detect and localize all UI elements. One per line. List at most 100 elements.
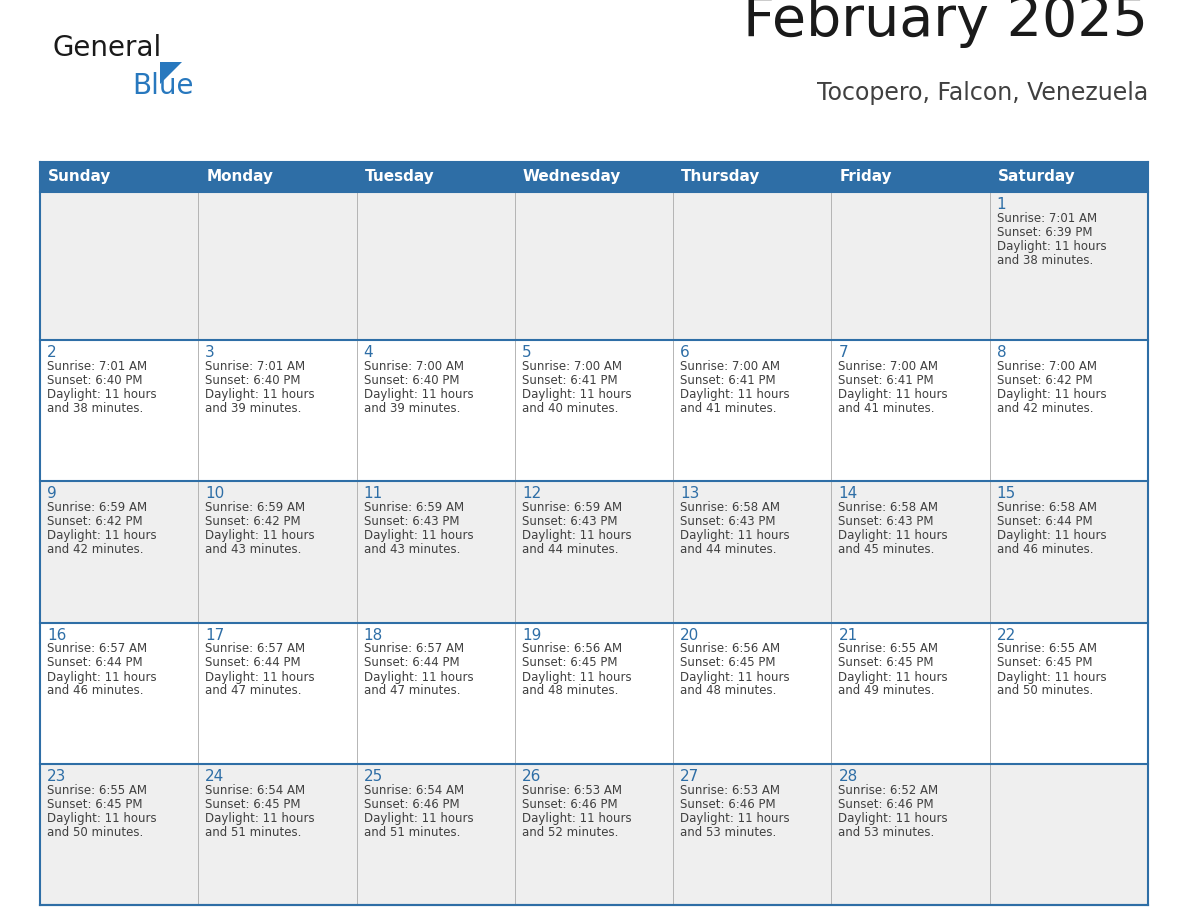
Text: Sunset: 6:40 PM: Sunset: 6:40 PM <box>206 374 301 387</box>
Text: Daylight: 11 hours: Daylight: 11 hours <box>681 670 790 684</box>
Text: Sunrise: 7:01 AM: Sunrise: 7:01 AM <box>48 360 147 373</box>
Text: Thursday: Thursday <box>681 170 760 185</box>
Text: and 50 minutes.: and 50 minutes. <box>48 826 144 839</box>
Text: Sunrise: 6:58 AM: Sunrise: 6:58 AM <box>839 501 939 514</box>
Text: Sunrise: 6:56 AM: Sunrise: 6:56 AM <box>681 643 781 655</box>
Text: Daylight: 11 hours: Daylight: 11 hours <box>364 530 473 543</box>
Text: 1: 1 <box>997 197 1006 212</box>
Text: Sunrise: 6:59 AM: Sunrise: 6:59 AM <box>364 501 463 514</box>
Text: 11: 11 <box>364 487 383 501</box>
Text: 24: 24 <box>206 768 225 784</box>
Text: 23: 23 <box>48 768 67 784</box>
Text: and 48 minutes.: and 48 minutes. <box>522 685 618 698</box>
Text: 22: 22 <box>997 628 1016 643</box>
Text: Sunset: 6:44 PM: Sunset: 6:44 PM <box>206 656 301 669</box>
Text: Sunset: 6:46 PM: Sunset: 6:46 PM <box>681 798 776 811</box>
Text: 9: 9 <box>48 487 57 501</box>
Text: and 47 minutes.: and 47 minutes. <box>364 685 460 698</box>
Text: 6: 6 <box>681 345 690 360</box>
Text: and 41 minutes.: and 41 minutes. <box>681 402 777 415</box>
Text: Daylight: 11 hours: Daylight: 11 hours <box>681 388 790 401</box>
Text: Sunset: 6:44 PM: Sunset: 6:44 PM <box>48 656 143 669</box>
Text: Sunset: 6:45 PM: Sunset: 6:45 PM <box>681 656 776 669</box>
Text: Sunset: 6:43 PM: Sunset: 6:43 PM <box>364 515 459 528</box>
Text: 27: 27 <box>681 768 700 784</box>
Text: and 53 minutes.: and 53 minutes. <box>681 826 777 839</box>
Text: Daylight: 11 hours: Daylight: 11 hours <box>364 388 473 401</box>
Text: Sunset: 6:43 PM: Sunset: 6:43 PM <box>522 515 618 528</box>
Text: Daylight: 11 hours: Daylight: 11 hours <box>681 530 790 543</box>
Text: Wednesday: Wednesday <box>523 170 621 185</box>
Text: Sunrise: 6:57 AM: Sunrise: 6:57 AM <box>206 643 305 655</box>
Text: Daylight: 11 hours: Daylight: 11 hours <box>206 388 315 401</box>
Text: and 48 minutes.: and 48 minutes. <box>681 685 777 698</box>
Text: and 39 minutes.: and 39 minutes. <box>206 402 302 415</box>
Text: Daylight: 11 hours: Daylight: 11 hours <box>522 670 632 684</box>
Text: Daylight: 11 hours: Daylight: 11 hours <box>839 812 948 824</box>
Bar <box>40 764 1148 905</box>
Text: and 44 minutes.: and 44 minutes. <box>681 543 777 556</box>
Text: Sunset: 6:45 PM: Sunset: 6:45 PM <box>48 798 143 811</box>
Text: Daylight: 11 hours: Daylight: 11 hours <box>48 812 157 824</box>
Text: Daylight: 11 hours: Daylight: 11 hours <box>997 240 1106 253</box>
Text: and 41 minutes.: and 41 minutes. <box>839 402 935 415</box>
Text: Sunrise: 6:59 AM: Sunrise: 6:59 AM <box>48 501 147 514</box>
Text: General: General <box>52 34 162 62</box>
Text: Sunrise: 7:00 AM: Sunrise: 7:00 AM <box>681 360 781 373</box>
Text: and 45 minutes.: and 45 minutes. <box>839 543 935 556</box>
Text: Daylight: 11 hours: Daylight: 11 hours <box>206 530 315 543</box>
Bar <box>40 481 1148 622</box>
Text: and 50 minutes.: and 50 minutes. <box>997 685 1093 698</box>
Text: 26: 26 <box>522 768 542 784</box>
Text: 2: 2 <box>48 345 57 360</box>
Text: 12: 12 <box>522 487 541 501</box>
Text: Sunrise: 7:00 AM: Sunrise: 7:00 AM <box>522 360 621 373</box>
Text: Daylight: 11 hours: Daylight: 11 hours <box>997 388 1106 401</box>
Text: Sunrise: 7:01 AM: Sunrise: 7:01 AM <box>206 360 305 373</box>
Text: Friday: Friday <box>840 170 892 185</box>
Text: Sunrise: 6:58 AM: Sunrise: 6:58 AM <box>681 501 781 514</box>
Text: Daylight: 11 hours: Daylight: 11 hours <box>48 530 157 543</box>
Text: Daylight: 11 hours: Daylight: 11 hours <box>522 530 632 543</box>
Text: Sunset: 6:45 PM: Sunset: 6:45 PM <box>206 798 301 811</box>
Text: Tocopero, Falcon, Venezuela: Tocopero, Falcon, Venezuela <box>817 81 1148 105</box>
Text: Daylight: 11 hours: Daylight: 11 hours <box>681 812 790 824</box>
Text: and 40 minutes.: and 40 minutes. <box>522 402 618 415</box>
Text: Sunrise: 7:00 AM: Sunrise: 7:00 AM <box>364 360 463 373</box>
Bar <box>40 340 1148 481</box>
Text: 28: 28 <box>839 768 858 784</box>
Text: Sunrise: 6:54 AM: Sunrise: 6:54 AM <box>206 784 305 797</box>
Text: 21: 21 <box>839 628 858 643</box>
Text: 14: 14 <box>839 487 858 501</box>
Text: Sunrise: 6:55 AM: Sunrise: 6:55 AM <box>48 784 147 797</box>
Text: Sunset: 6:42 PM: Sunset: 6:42 PM <box>206 515 301 528</box>
Text: Sunrise: 6:59 AM: Sunrise: 6:59 AM <box>206 501 305 514</box>
Text: Daylight: 11 hours: Daylight: 11 hours <box>839 670 948 684</box>
Text: 8: 8 <box>997 345 1006 360</box>
Text: and 43 minutes.: and 43 minutes. <box>206 543 302 556</box>
Polygon shape <box>160 62 182 84</box>
Text: and 38 minutes.: and 38 minutes. <box>48 402 144 415</box>
Bar <box>40 162 1148 192</box>
Text: and 53 minutes.: and 53 minutes. <box>839 826 935 839</box>
Text: 18: 18 <box>364 628 383 643</box>
Text: and 52 minutes.: and 52 minutes. <box>522 826 618 839</box>
Text: Saturday: Saturday <box>998 170 1075 185</box>
Text: Sunset: 6:45 PM: Sunset: 6:45 PM <box>839 656 934 669</box>
Text: Sunrise: 7:01 AM: Sunrise: 7:01 AM <box>997 212 1097 225</box>
Text: Sunset: 6:44 PM: Sunset: 6:44 PM <box>364 656 460 669</box>
Text: Sunset: 6:44 PM: Sunset: 6:44 PM <box>997 515 1092 528</box>
Text: Sunset: 6:45 PM: Sunset: 6:45 PM <box>997 656 1092 669</box>
Text: and 46 minutes.: and 46 minutes. <box>997 543 1093 556</box>
Bar <box>40 622 1148 764</box>
Text: Sunrise: 7:00 AM: Sunrise: 7:00 AM <box>997 360 1097 373</box>
Text: Daylight: 11 hours: Daylight: 11 hours <box>48 388 157 401</box>
Text: 13: 13 <box>681 487 700 501</box>
Text: and 51 minutes.: and 51 minutes. <box>364 826 460 839</box>
Text: Sunset: 6:40 PM: Sunset: 6:40 PM <box>364 374 459 387</box>
Text: Sunset: 6:45 PM: Sunset: 6:45 PM <box>522 656 618 669</box>
Text: 25: 25 <box>364 768 383 784</box>
Text: Sunrise: 7:00 AM: Sunrise: 7:00 AM <box>839 360 939 373</box>
Text: Sunset: 6:42 PM: Sunset: 6:42 PM <box>48 515 143 528</box>
Text: Daylight: 11 hours: Daylight: 11 hours <box>522 388 632 401</box>
